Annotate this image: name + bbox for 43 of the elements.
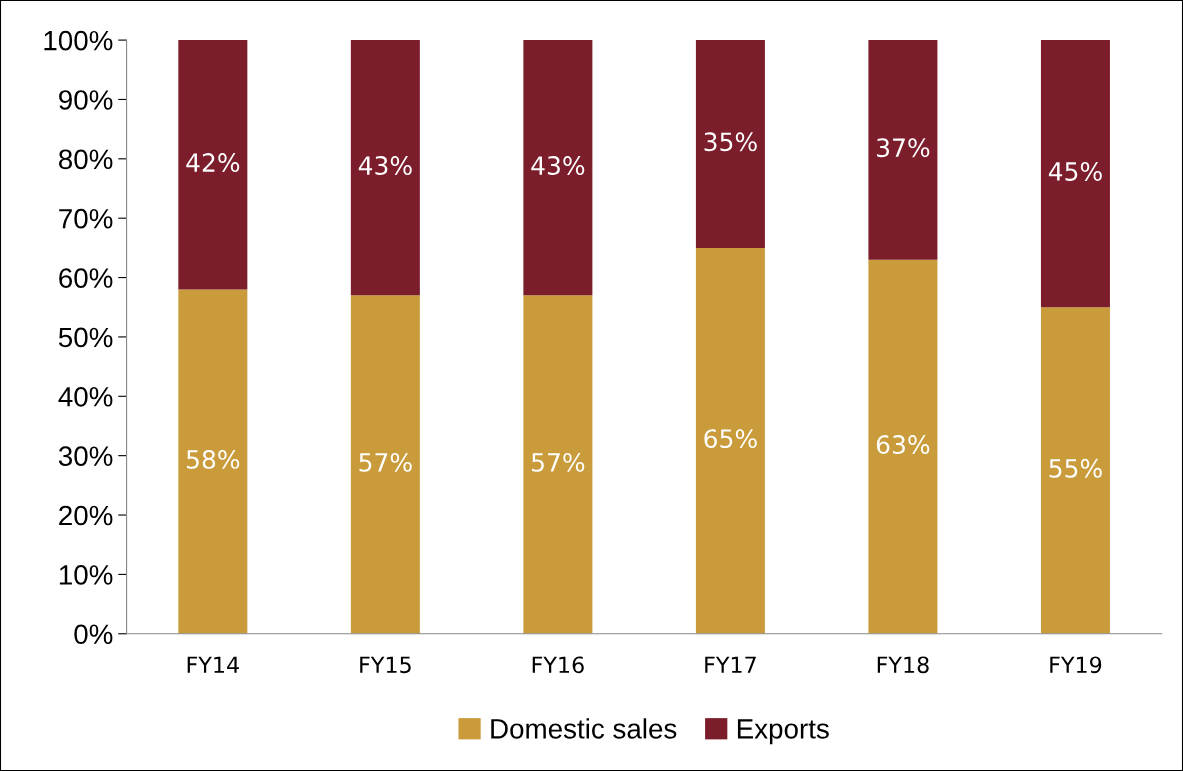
bar <box>695 40 765 248</box>
y-tick-label: 60% <box>59 268 113 288</box>
x-tick-label: FY16 <box>532 656 584 674</box>
data-label: 37% <box>877 138 930 158</box>
y-tick-label: 90% <box>59 90 113 110</box>
data-label: 43% <box>358 156 412 175</box>
x-tick-label: FY18 <box>877 656 929 674</box>
data-label: 57% <box>359 452 412 472</box>
bar <box>178 40 248 290</box>
data-label: 42% <box>186 153 240 173</box>
x-tick-label: FY19 <box>1050 656 1102 674</box>
bar <box>350 295 420 634</box>
y-tick-label: 0% <box>74 624 113 645</box>
bar <box>350 40 420 296</box>
data-label: 57% <box>532 452 585 472</box>
x-tick-label: FY17 <box>705 656 756 673</box>
data-label: 35% <box>704 132 757 152</box>
y-tick-label: 70% <box>59 208 113 229</box>
data-label: 65% <box>704 429 757 449</box>
legend-label: Domestic sales <box>491 718 677 739</box>
bar <box>1040 307 1110 634</box>
y-tick-label: 100% <box>44 30 113 51</box>
y-tick-label: 20% <box>59 505 113 526</box>
bar <box>523 295 593 634</box>
bar <box>1040 40 1110 308</box>
y-tick-label: 40% <box>58 386 113 407</box>
y-tick-label: 10% <box>59 565 113 585</box>
bar <box>178 289 248 634</box>
data-label: 43% <box>531 156 585 175</box>
bar <box>868 259 938 634</box>
y-tick-label: 50% <box>58 327 113 348</box>
bar <box>695 247 765 634</box>
bar <box>868 40 938 260</box>
data-label: 63% <box>876 435 930 455</box>
x-tick-label: FY14 <box>187 656 239 673</box>
x-tick-label: FY15 <box>360 656 411 674</box>
bar <box>523 40 593 296</box>
y-tick-label: 80% <box>59 149 113 170</box>
data-label: 45% <box>1048 162 1102 181</box>
legend-label: Exports <box>737 719 829 745</box>
data-label: 58% <box>186 449 240 469</box>
y-tick-label: 30% <box>58 446 113 466</box>
data-label: 55% <box>1049 458 1102 478</box>
